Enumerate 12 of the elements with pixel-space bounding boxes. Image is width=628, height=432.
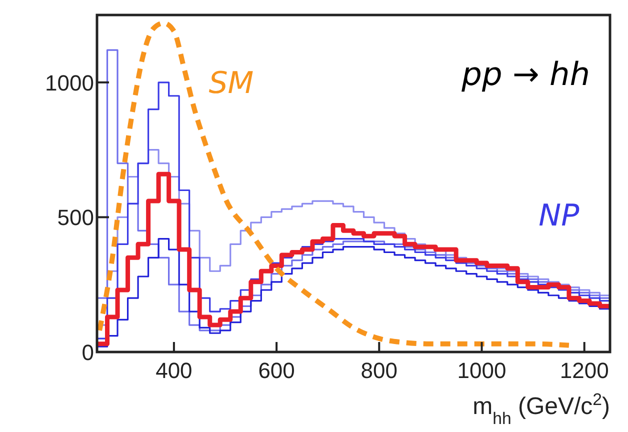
x-tick-label: 400 xyxy=(156,358,192,383)
annotation: pp → hh xyxy=(460,55,590,93)
series-label: SM xyxy=(208,66,254,102)
x-axis-title: m$_{hh}$ (GeV/c$^{2}$) xyxy=(472,390,610,428)
y-tick-label: 0 xyxy=(82,340,94,365)
y-tick-label: 500 xyxy=(57,205,94,230)
x-tick-label: 600 xyxy=(258,358,295,383)
series-label: NP xyxy=(538,198,580,234)
x-tick-label: 1200 xyxy=(560,358,609,383)
x-tick-label: 1000 xyxy=(457,358,506,383)
x-tick-label: 800 xyxy=(360,358,398,383)
y-tick-label: 1000 xyxy=(45,70,94,96)
